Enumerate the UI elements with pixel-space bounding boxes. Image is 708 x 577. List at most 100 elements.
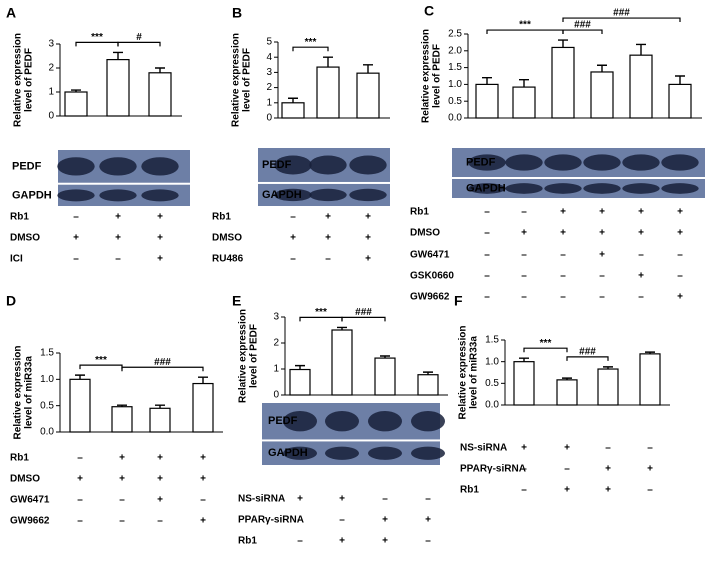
blot-band (505, 154, 543, 171)
significance-label: *** (95, 355, 107, 366)
y-tick-label: 2 (266, 82, 272, 93)
treatment-mark: – (647, 443, 653, 454)
bar (597, 368, 619, 406)
treatment-mark: – (339, 515, 345, 526)
treatment-mark: + (677, 207, 683, 218)
treatment-mark: + (599, 250, 605, 261)
treatment-mark: – (560, 271, 566, 282)
y-tick-label: 3 (266, 67, 272, 78)
treatment-name: Rb1 (212, 212, 231, 223)
bar (281, 102, 305, 119)
treatment-mark: – (484, 250, 490, 261)
blot-band (274, 188, 312, 202)
treatment-mark: + (157, 495, 163, 506)
y-tick-label: 0.0 (448, 113, 462, 124)
significance-label: # (136, 32, 142, 43)
blot-label: GAPDH (466, 182, 506, 194)
bar (106, 58, 130, 117)
treatment-mark: – (564, 464, 570, 475)
panel: B 0 1 2 3 4 5 Relative expression level of PEDF *… (212, 5, 390, 265)
y-axis-label: level of miR33a (469, 336, 480, 409)
blot-band (661, 154, 699, 171)
treatment-mark: – (638, 250, 644, 261)
error-bar (423, 371, 433, 375)
treatment-mark: – (599, 271, 605, 282)
bar (590, 71, 614, 119)
y-tick-label: 2 (273, 338, 279, 349)
significance-label: *** (315, 307, 327, 318)
bar (331, 329, 353, 396)
blot-band (274, 155, 312, 175)
treatment-name: DMSO (10, 474, 40, 485)
blot-band (99, 157, 137, 176)
y-axis-label: level of PEDF (242, 48, 253, 112)
blot-band (325, 446, 359, 460)
treatment-mark: – (297, 536, 303, 547)
treatment-mark: – (521, 271, 527, 282)
treatment-name: Rb1 (10, 453, 29, 464)
treatment-mark: + (115, 233, 121, 244)
error-bar (603, 366, 613, 370)
treatment-mark: – (647, 485, 653, 496)
treatment-mark: – (77, 516, 83, 527)
bar (69, 378, 91, 433)
treatment-mark: + (521, 443, 527, 454)
treatment-mark: + (677, 228, 683, 239)
treatment-mark: – (325, 254, 331, 265)
treatment-mark: – (425, 494, 431, 505)
blot-band (141, 189, 179, 202)
panel: D 0.0 0.5 1.0 1.5 Relative expression level of… (6, 293, 223, 527)
y-tick-label: 1.0 (485, 356, 499, 367)
treatment-mark: + (325, 212, 331, 223)
treatment-mark: + (564, 485, 570, 496)
panel: F 0.0 0.5 1.0 1.5 Relative expression level of… (454, 293, 670, 496)
blot-band (583, 183, 621, 194)
treatment-name: GW6471 (10, 495, 50, 506)
significance-label: ### (579, 347, 596, 358)
treatment-mark: – (521, 464, 527, 475)
panel-letter: A (6, 5, 16, 21)
treatment-name: GSK0660 (410, 271, 454, 282)
bar (148, 72, 172, 117)
treatment-name: ICI (10, 254, 23, 265)
significance-bracket (121, 366, 204, 372)
panel: E 0 1 2 3 Relative expression level of PEDF ***… (232, 293, 448, 547)
error-bar (71, 89, 81, 92)
y-tick-label: 1.5 (40, 348, 54, 359)
treatment-mark: + (339, 494, 345, 505)
treatment-name: Rb1 (238, 536, 257, 547)
treatment-mark: + (521, 228, 527, 239)
treatment-mark: – (382, 494, 388, 505)
treatment-mark: + (564, 443, 570, 454)
y-axis-label: level of PEDF (24, 48, 35, 112)
significance-label: *** (519, 20, 531, 31)
treatment-mark: + (605, 464, 611, 475)
blot-band (349, 188, 387, 202)
treatment-mark: + (73, 233, 79, 244)
bar (417, 374, 439, 396)
y-tick-label: 1.5 (448, 62, 462, 73)
treatment-mark: + (599, 207, 605, 218)
treatment-name: DMSO (212, 233, 242, 244)
bar (475, 83, 499, 119)
error-bar (113, 51, 123, 60)
blot-band (661, 183, 699, 194)
treatment-name: GW6471 (410, 250, 450, 261)
y-axis-label: Relative expression (238, 309, 249, 403)
significance-bracket (341, 316, 386, 322)
blot-band (505, 183, 543, 194)
significance-bracket (523, 347, 568, 353)
treatment-mark: + (365, 233, 371, 244)
treatment-mark: – (73, 254, 79, 265)
blot-band (57, 189, 95, 202)
y-tick-label: 0.5 (485, 378, 499, 389)
treatment-mark: + (200, 474, 206, 485)
y-tick-label: 2 (48, 63, 54, 74)
significance-label: ### (154, 357, 171, 368)
treatment-name: NS-siRNA (460, 443, 507, 454)
y-axis-label: level of miR33a (24, 356, 35, 429)
treatment-name: Rb1 (410, 207, 429, 218)
blot-band (411, 446, 445, 460)
